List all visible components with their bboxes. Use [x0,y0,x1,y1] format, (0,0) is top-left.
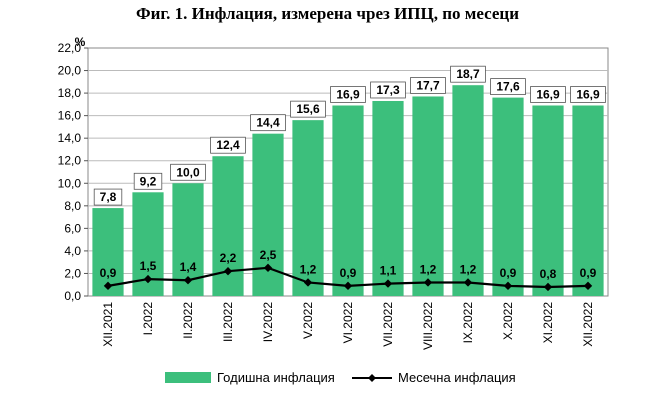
legend-swatch-bar [165,372,211,383]
line-marker [223,267,233,276]
bar-data-label: 17,6 [496,80,520,94]
bar-data-label: 7,8 [100,190,117,204]
x-tick-label: X.2022 [501,302,515,340]
x-tick-label: II.2022 [181,302,195,339]
line-data-label: 1,1 [380,264,397,278]
y-tick-label: 22,0 [58,41,82,55]
chart-title: Фиг. 1. Инфлация, измерена чрез ИПЦ, по … [135,4,520,23]
y-axis-unit-label: % [75,35,86,49]
line-data-label: 0,8 [540,267,557,281]
line-data-label: 2,2 [220,251,237,265]
line-marker [343,281,353,291]
bar [532,105,564,296]
x-axis-ticks: XII.2021 I.2022 II.2022 III.2022 IV.2022 V.20… [101,302,595,350]
x-tick-label: XII.2022 [581,302,595,347]
line-marker [263,263,273,273]
bar [92,208,124,296]
bar-label-box [250,114,286,132]
bar-data-label: 18,7 [456,67,480,81]
line-data-label: 0,9 [500,266,517,280]
line-data-label: 1,4 [180,260,197,274]
legend-label-monthly: Месечна инфлация [398,370,516,385]
bar-label-box [170,163,206,181]
x-tick-label: VII.2022 [381,302,395,347]
bar-label-box [410,77,446,94]
y-tick-label: 10,0 [58,176,82,190]
line-marker [303,278,313,287]
line-data-label: 2,5 [260,248,277,262]
line-data-label: 1,2 [420,262,437,276]
x-tick-label: XI.2022 [541,302,555,344]
line-marker [383,279,393,288]
y-tick-label: 14,0 [58,131,82,145]
y-tick-label: 0,0 [64,289,81,303]
x-tick-label: VIII.2022 [421,302,435,350]
bar-label-box [370,81,406,99]
x-tick-label: V.2022 [301,302,315,339]
x-tick-label: III.2022 [221,302,235,342]
x-tick-label: IV.2022 [261,302,275,343]
bar-data-labels: 7,8 9,2 10,0 12,4 14,4 15,6 16,9 17,3 17,7 18,7 17… [93,65,606,206]
line-marker [103,281,113,291]
bar [412,96,444,297]
bar-data-label: 9,2 [140,174,157,188]
legend-label-annual: Годишна инфлация [217,370,335,385]
bar-label-box [530,86,566,103]
bar [332,105,364,296]
bar-data-label: 16,9 [536,87,560,101]
x-tick-label: VI.2022 [341,302,355,344]
legend: Годишна инфлация Месечна инфлация [165,370,516,385]
bar-label-box [330,86,366,103]
y-tick-label: 6,0 [64,221,81,235]
line-marker [463,278,473,287]
line-data-labels: 0,9 1,5 1,4 2,2 2,5 1,2 0,9 1,1 1,2 1,2 0,9 0,8 0,9 [100,248,597,281]
line-marker [503,281,513,291]
line-marker [583,281,593,291]
y-tick-label: 20,0 [58,64,82,78]
legend-marker [368,374,376,382]
line-data-label: 0,9 [340,266,357,280]
bar-data-label: 14,4 [256,116,280,130]
bar-data-label: 17,7 [416,78,440,92]
x-tick-label: I.2022 [141,302,155,336]
bar-data-label: 10,0 [176,165,200,179]
line-marker [543,282,553,292]
line-data-label: 1,2 [300,262,317,276]
line-data-label: 0,9 [100,266,117,280]
bar [372,100,404,297]
line-data-label: 1,5 [140,259,157,273]
bar-data-label: 16,9 [336,87,360,101]
bar-label-box [570,86,606,103]
y-tick-label: 18,0 [58,86,82,100]
y-tick-label: 4,0 [64,244,81,258]
line-marker [183,276,193,285]
line-series [103,263,593,292]
bar-label-box [290,100,326,118]
bar-data-label: 16,9 [576,87,600,101]
bar-label-box [133,172,163,190]
bar-data-label: 17,3 [376,83,400,97]
line-data-label: 1,2 [460,262,477,276]
x-tick-label: XII.2021 [101,302,115,347]
y-tick-label: 16,0 [58,109,82,123]
bar [492,97,524,296]
line-marker [143,274,153,284]
bar-label-box [450,65,486,83]
y-axis-ticks: 0,0 2,0 4,0 6,0 8,0 10,0 12,0 14,0 16,0 18,0 20,0 2… [58,41,88,303]
x-tick-label: IX.2022 [461,302,475,344]
bar-label-box [490,78,526,95]
line-data-label: 0,9 [580,266,597,280]
line-marker [423,278,433,287]
y-tick-label: 8,0 [64,199,81,213]
y-tick-label: 12,0 [58,154,82,168]
bar-data-label: 12,4 [216,138,240,152]
y-tick-label: 2,0 [64,266,81,280]
bar-data-label: 15,6 [296,102,320,116]
bar [452,85,484,296]
bar [292,120,324,297]
bar [572,105,604,296]
bar-label-box [210,136,246,154]
bar-label-box [93,188,123,206]
